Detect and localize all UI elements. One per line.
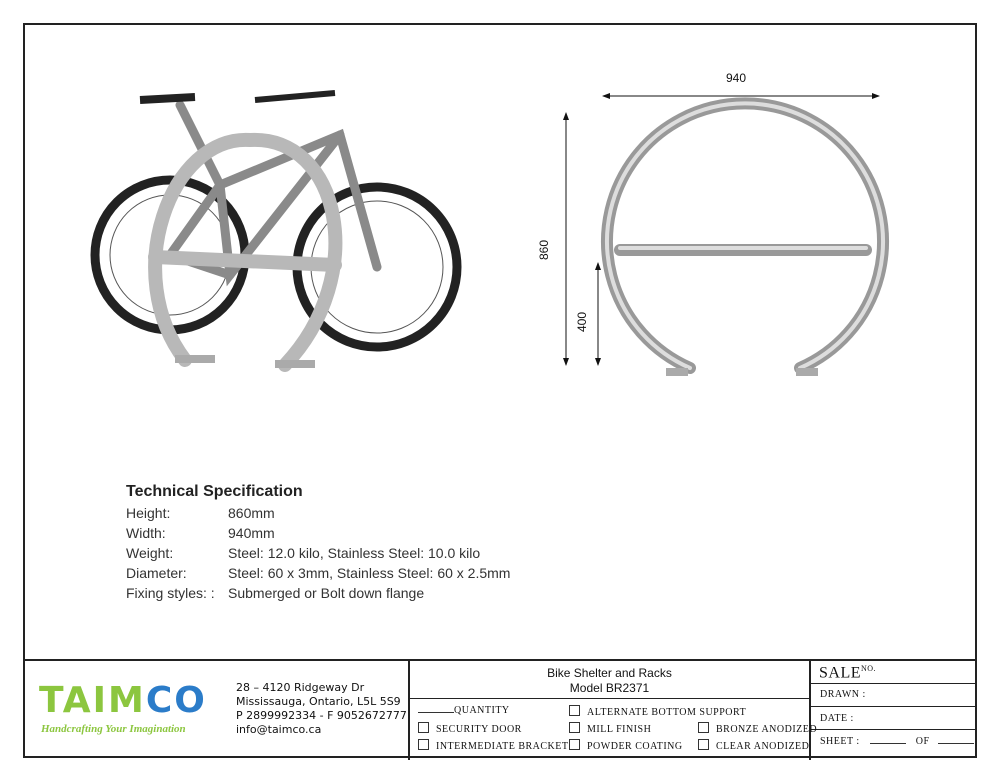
height-label: 860 <box>537 239 552 261</box>
option-clear[interactable]: CLEAR ANODIZED <box>698 739 809 752</box>
quantity-field[interactable]: QUANTITY <box>418 705 510 716</box>
width-label: 940 <box>726 71 747 85</box>
spec-row-diameter: Diameter: Steel: 60 x 3mm, Stainless Stee… <box>126 565 511 581</box>
company-logo: TAIMCO <box>39 680 207 721</box>
spec-title: Technical Specification <box>126 483 303 500</box>
drawn-field[interactable]: DRAWN : <box>820 689 866 700</box>
spec-row-height: Height: 860mm <box>126 505 275 521</box>
date-field[interactable]: DATE : <box>820 713 854 724</box>
option-mill-finish[interactable]: MILL FINISH <box>569 722 651 735</box>
option-security-door[interactable]: SECURITY DOOR <box>418 722 522 735</box>
title-block: TAIMCO Handcrafting Your Imagination 28 … <box>23 659 977 760</box>
spec-row-width: Width: 940mm <box>126 525 275 541</box>
sheet-field[interactable]: SHEET : OF <box>820 736 974 747</box>
bike-rack-photo <box>90 90 462 372</box>
spec-row-fixing: Fixing styles: : Submerged or Bolt down f… <box>126 585 425 601</box>
bar-height-label: 400 <box>575 311 590 333</box>
option-intermediate-bracket[interactable]: INTERMEDIATE BRACKET <box>418 739 569 752</box>
page-frame <box>23 23 977 758</box>
spec-row-weight: Weight: Steel: 12.0 kilo, Stainless Steel… <box>126 545 481 561</box>
drawing-title: Bike Shelter and Racks Model BR2371 <box>547 666 672 695</box>
sale-no: SALENO. <box>819 664 877 682</box>
rack-ring <box>148 132 343 372</box>
option-powder-coating[interactable]: POWDER COATING <box>569 739 683 752</box>
company-tagline: Handcrafting Your Imagination <box>41 723 186 735</box>
option-bronze[interactable]: BRONZE ANODIZED <box>698 722 817 735</box>
company-address: 28 – 4120 Ridgeway Dr Mississauga, Ontari… <box>236 681 407 736</box>
rack-drawing <box>563 93 889 376</box>
option-alt-bottom[interactable]: ALTERNATE BOTTOM SUPPORT <box>569 705 746 718</box>
